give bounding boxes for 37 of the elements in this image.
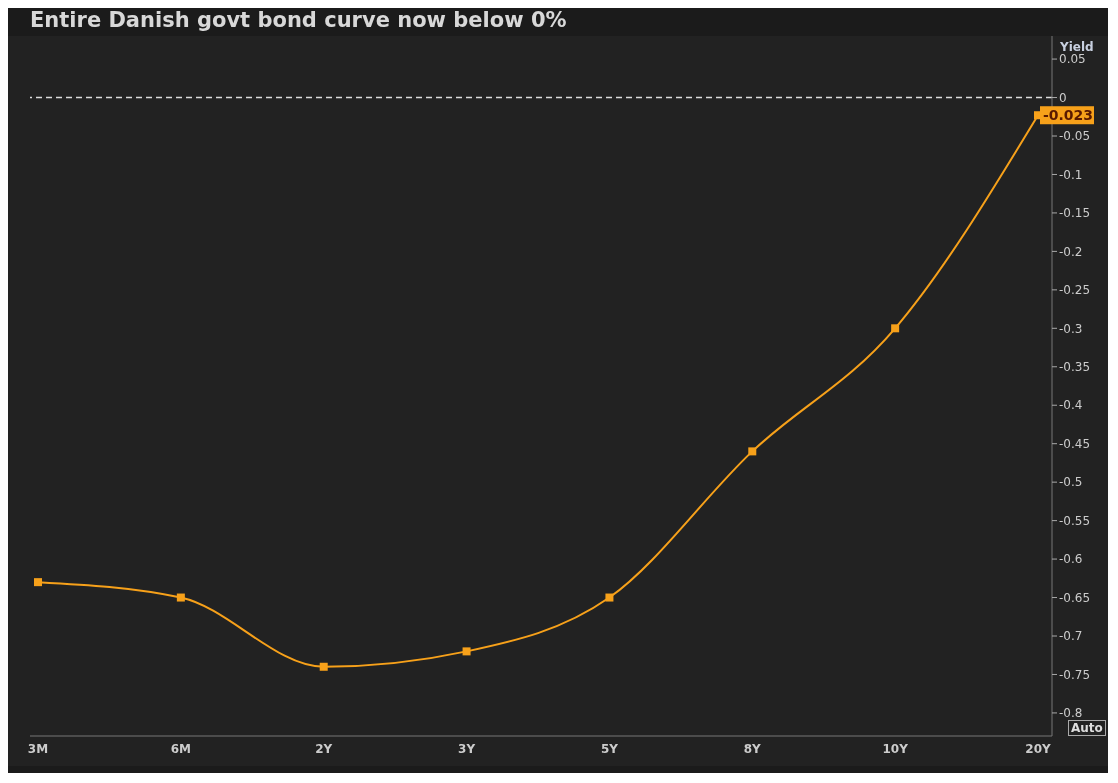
y-tick-label: -0.1 xyxy=(1059,167,1083,182)
x-tick-label: 3M xyxy=(27,741,49,756)
data-label: -0.023 xyxy=(1043,107,1094,124)
y-tick-label: -0.25 xyxy=(1059,283,1091,298)
y-tick-label: -0.6 xyxy=(1059,552,1083,567)
chart-title: Entire Danish govt bond curve now below 0% xyxy=(30,8,567,32)
point xyxy=(319,662,328,671)
y-tick-label: -0.75 xyxy=(1059,667,1091,682)
y-axis-title: Yield xyxy=(1060,40,1094,54)
x-tick-label: 10Y xyxy=(882,741,909,756)
point xyxy=(891,324,900,333)
y-tick-label: -0.2 xyxy=(1059,244,1083,259)
x-tick-label: 20Y xyxy=(1025,741,1051,756)
y-tick-label: -0.35 xyxy=(1059,360,1091,375)
point xyxy=(605,593,614,602)
y-tick-label: -0.65 xyxy=(1059,590,1091,605)
x-tick-label: 5Y xyxy=(600,741,619,756)
x-tick-label: 6M xyxy=(170,741,192,756)
y-tick-label: -0.5 xyxy=(1059,475,1083,490)
point xyxy=(176,593,185,602)
point xyxy=(34,578,42,587)
y-tick-label: -0.7 xyxy=(1059,629,1083,644)
y-tick-label: 0 xyxy=(1059,90,1067,105)
x-tick-label: 3Y xyxy=(458,741,476,756)
y-tick-label: -0.45 xyxy=(1059,436,1091,451)
point xyxy=(748,447,757,456)
x-tick-label: 2Y xyxy=(315,741,333,756)
y-tick-label: -0.55 xyxy=(1059,513,1091,528)
y-tick-label: -0.05 xyxy=(1059,129,1091,144)
y-tick-label: 0.05 xyxy=(1059,52,1086,67)
x-tick-label: 8Y xyxy=(743,741,762,756)
y-tick-label: -0.3 xyxy=(1059,321,1083,336)
point xyxy=(462,647,471,656)
y-tick-label: -0.15 xyxy=(1059,206,1091,221)
y-tick-label: -0.8 xyxy=(1059,706,1083,721)
auto-button: Auto xyxy=(1068,720,1106,736)
y-tick-label: -0.4 xyxy=(1059,398,1083,413)
